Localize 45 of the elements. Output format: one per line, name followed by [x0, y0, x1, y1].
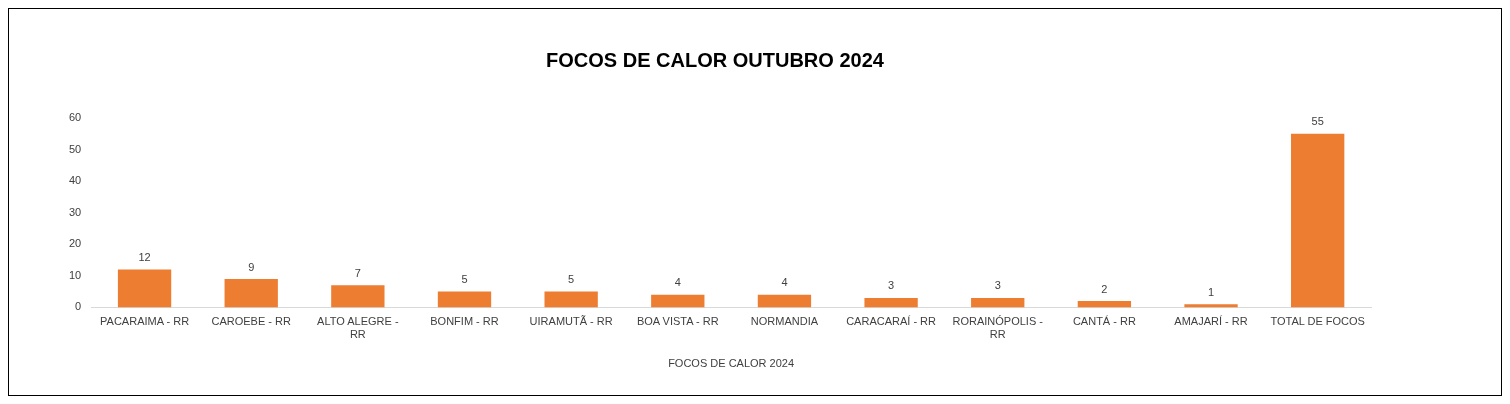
data-label: 4	[781, 276, 788, 289]
x-tick-label: BOA VISTA - RR	[636, 315, 719, 328]
y-tick-label: 20	[68, 237, 82, 250]
bar	[1077, 301, 1132, 308]
x-tick-label: RORAINÓPOLIS - RR	[952, 315, 1044, 341]
bar	[331, 285, 385, 308]
bar	[651, 294, 705, 308]
data-label: 3	[888, 279, 895, 292]
data-label: 4	[674, 276, 681, 289]
data-label: 5	[461, 273, 468, 286]
x-tick-label: CAROEBE - RR	[211, 315, 291, 328]
x-tick-label: BONFIM - RR	[430, 315, 499, 328]
bar	[864, 297, 918, 308]
y-tick-label: 40	[68, 174, 82, 187]
data-label: 5	[568, 273, 575, 286]
x-tick-label: PACARAIMA - RR	[100, 315, 190, 328]
x-tick-label: UIRAMUTÃ - RR	[529, 315, 613, 328]
y-tick-label: 50	[68, 142, 82, 155]
bar	[1184, 304, 1238, 308]
data-label: 55	[1311, 115, 1324, 128]
bar	[544, 291, 598, 308]
data-label: 2	[1101, 282, 1108, 295]
bar	[224, 278, 278, 308]
bar	[437, 291, 492, 308]
bar	[117, 269, 172, 308]
bar	[971, 297, 1025, 308]
y-tick-label: 30	[68, 205, 82, 218]
x-axis-title: FOCOS DE CALOR 2024	[668, 357, 795, 370]
x-tick-label: ALTO ALEGRE - RR	[317, 315, 399, 341]
y-tick-label: 60	[68, 111, 82, 124]
bar	[757, 294, 812, 308]
chart-title: FOCOS DE CALOR OUTUBRO 2024	[546, 48, 885, 71]
x-tick-label: TOTAL DE FOCOS	[1270, 315, 1365, 328]
data-label: 9	[248, 260, 255, 273]
data-label: 12	[138, 251, 151, 264]
x-tick-label: NORMANDIA	[750, 315, 819, 328]
data-label: 7	[354, 266, 361, 279]
y-tick-label: 10	[68, 268, 82, 281]
data-label: 3	[994, 279, 1001, 292]
x-tick-label: AMAJARÍ - RR	[1174, 315, 1248, 328]
bar	[1291, 133, 1345, 308]
x-tick-label: CARACARAÍ - RR	[846, 315, 937, 328]
x-tick-label: CANTÁ - RR	[1072, 315, 1136, 328]
y-tick-label: 0	[75, 300, 82, 313]
data-label: 1	[1207, 285, 1215, 298]
